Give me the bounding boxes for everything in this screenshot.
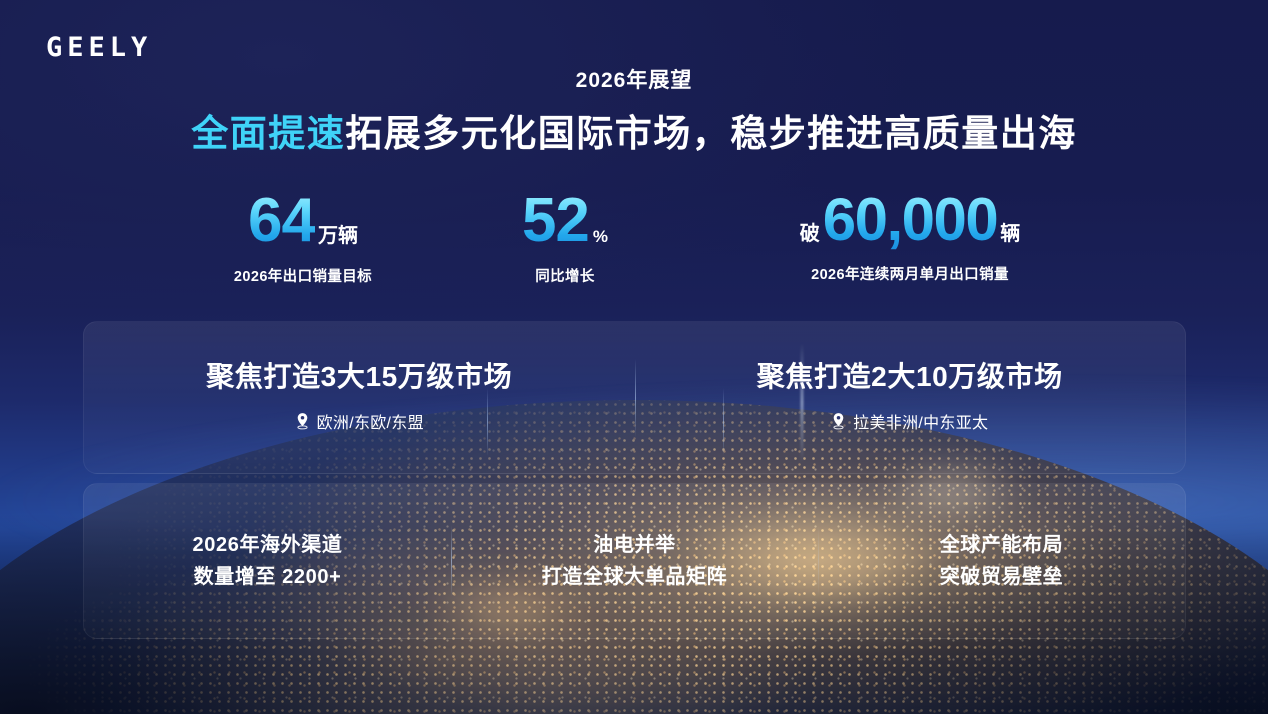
stats-strip: 64 万辆 2026年出口销量目标 52 % 同比增长 破 60,000 辆 2…	[0, 190, 1268, 456]
action-line-2: 打造全球大单品矩阵	[541, 566, 728, 588]
action-channels: 2026年海外渠道 数量增至 2200+	[84, 484, 451, 638]
actions-card-divider-2	[817, 525, 819, 597]
stat-value: 64 万辆	[190, 190, 416, 252]
headline-highlight: 全面提速	[191, 113, 346, 154]
stat-label: 2026年出口销量目标	[233, 269, 373, 285]
stat-number: 52	[521, 186, 590, 255]
stat-number: 64	[248, 186, 316, 255]
action-line-1: 油电并举	[593, 533, 676, 556]
actions-card: 2026年海外渠道 数量增至 2200+ 油电并举 打造全球大单品矩阵 全球产能…	[83, 483, 1186, 639]
stat-monthly-export: 破 60,000 辆 2026年连续两月单月出口销量	[742, 190, 1078, 284]
stat-yoy-growth: 52 % 同比增长	[452, 190, 678, 286]
action-powertrain: 油电并举 打造全球大单品矩阵	[451, 484, 818, 638]
headline-rest: 拓展多元化国际市场，稳步推进高质量出海	[345, 113, 1077, 154]
stats-divider-1	[487, 388, 488, 456]
stat-value: 52 %	[452, 190, 678, 252]
market-regions: 欧洲/东欧/东盟	[316, 414, 424, 432]
actions-card-divider-1	[450, 525, 452, 597]
location-pin-icon	[833, 412, 844, 430]
stat-unit: %	[592, 227, 609, 246]
action-line-2: 数量增至 2200+	[193, 566, 342, 588]
markets-card: 聚焦打造3大15万级市场 欧洲/东欧/东盟 聚焦打造2大10万级市场	[83, 321, 1186, 474]
action-capacity: 全球产能布局 突破贸易壁垒	[818, 484, 1185, 638]
action-line-1: 2026年海外渠道	[192, 533, 343, 556]
location-pin-icon	[296, 412, 308, 430]
market-title: 聚焦打造3大15万级市场	[206, 361, 513, 393]
geely-logo: GEELY	[46, 32, 153, 63]
stat-prefix: 破	[799, 223, 820, 245]
stat-value: 破 60,000 辆	[742, 190, 1078, 250]
market-segment-right: 聚焦打造2大10万级市场 拉美非洲/中东亚太	[635, 322, 1186, 473]
action-line-1: 全球产能布局	[939, 533, 1064, 556]
market-regions-row: 拉美非洲/中东亚太	[831, 409, 988, 433]
stat-unit: 万辆	[317, 225, 358, 247]
markets-card-divider	[634, 358, 636, 437]
action-line-2: 突破贸易壁垒	[939, 566, 1064, 588]
stat-label: 2026年连续两月单月出口销量	[811, 267, 1009, 283]
stats-divider-2	[723, 388, 724, 456]
stat-unit: 辆	[1000, 223, 1021, 245]
stat-export-target: 64 万辆 2026年出口销量目标	[190, 190, 416, 286]
stat-label: 同比增长	[535, 269, 595, 285]
market-title: 聚焦打造2大10万级市场	[756, 361, 1063, 393]
market-regions: 拉美非洲/中东亚太	[853, 414, 989, 432]
slide-eyebrow: 2026年展望	[575, 69, 693, 92]
stat-number: 60,000	[822, 186, 999, 253]
slide-headline: 全面提速拓展多元化国际市场，稳步推进高质量出海	[0, 103, 1268, 157]
market-regions-row: 欧洲/东欧/东盟	[295, 409, 424, 433]
market-segment-left: 聚焦打造3大15万级市场 欧洲/东欧/东盟	[84, 322, 635, 473]
